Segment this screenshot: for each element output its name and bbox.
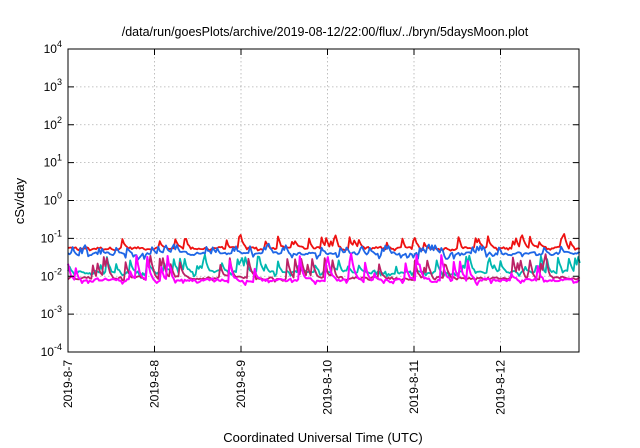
series-line: [67, 252, 581, 286]
y-tick-label: 10-2: [41, 266, 62, 283]
chart-title: /data/run/goesPlots/archive/2019-08-12/2…: [122, 25, 529, 39]
y-axis-label: cSv/day: [12, 177, 27, 224]
y-tick-label: 100: [44, 191, 62, 208]
y-tick-label: 104: [44, 39, 62, 56]
y-tick-label: 10-4: [41, 342, 62, 359]
x-axis: 2019-8-7 2019-8-8 2019-8-9 2019-8-10 2019-8-…: [61, 49, 508, 415]
grid: [68, 49, 579, 352]
series-line: [67, 253, 581, 283]
x-tick-label: 2019-8-11: [407, 360, 421, 414]
series-line: [67, 242, 581, 261]
x-tick-label: 2019-8-12: [494, 360, 508, 415]
series-layer: [67, 233, 581, 286]
y-tick-label: 103: [44, 77, 62, 94]
y-tick-label: 10-3: [41, 304, 62, 321]
y-tick-label: 102: [44, 115, 62, 132]
x-tick-label: 2019-8-8: [148, 360, 162, 408]
x-tick-label: 2019-8-7: [61, 360, 75, 408]
x-tick-label: 2019-8-9: [234, 360, 248, 408]
y-axis: 104 103 102 101 100 10-1 10-2 10-3 10-4: [41, 39, 579, 359]
series-line: [67, 233, 581, 252]
y-tick-label: 101: [44, 153, 62, 170]
x-tick-label: 2019-8-10: [321, 360, 335, 415]
x-axis-label: Coordinated Universal Time (UTC): [223, 430, 422, 445]
y-tick-label: 10-1: [41, 228, 62, 245]
